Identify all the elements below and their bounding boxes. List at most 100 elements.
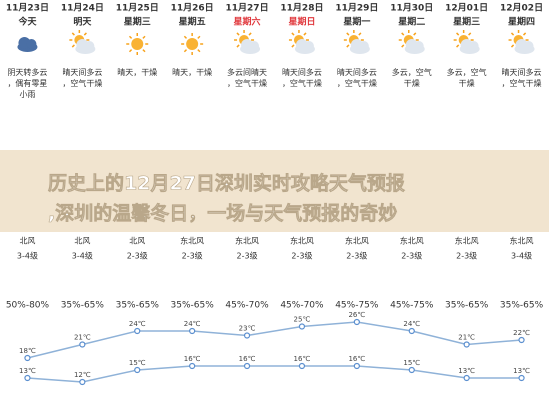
humidity: 35%-65% xyxy=(445,301,489,311)
weather-desc: 阴天转多云，偶有零星小雨 xyxy=(7,67,47,99)
wind-direction: 北风 xyxy=(74,237,90,246)
date: 11月23日 xyxy=(6,3,49,14)
sun-ray xyxy=(468,32,472,36)
cloud xyxy=(413,41,424,51)
cloud xyxy=(358,41,369,51)
humidity: 45%-70% xyxy=(280,301,324,311)
date: 11月24日 xyxy=(61,3,104,14)
temp-point xyxy=(134,327,141,335)
temp-point xyxy=(79,341,86,348)
wind-level: 3-4级 xyxy=(511,251,532,261)
wind-direction: 东北风 xyxy=(345,236,369,246)
sun-ray xyxy=(142,35,146,39)
weekday: 星期五 xyxy=(179,16,206,28)
temp-point xyxy=(298,362,306,370)
temp-label: 13℃ xyxy=(513,367,530,375)
wind-direction: 东北风 xyxy=(235,236,259,246)
wind-direction: 东北风 xyxy=(290,236,314,246)
temp-label: 21℃ xyxy=(458,334,475,342)
weekday: 星期三 xyxy=(124,16,151,28)
temp-point xyxy=(463,341,470,348)
date: 11月30日 xyxy=(390,3,433,14)
cloud xyxy=(523,41,534,51)
date: 12月01日 xyxy=(445,3,488,14)
sun-ray xyxy=(71,32,75,36)
wind-level: 2-3级 xyxy=(237,251,258,261)
sun-ray xyxy=(346,44,350,48)
weather-desc: 晴天间多云，空气干燥 xyxy=(62,67,102,88)
sun-ray xyxy=(510,32,515,36)
weather-desc: 晴天间多云，空气干燥 xyxy=(337,67,377,88)
sun-ray xyxy=(510,44,515,48)
temp-label: 24℃ xyxy=(403,320,420,328)
wind-level: 2-3级 xyxy=(182,251,203,261)
temp-label: 18℃ xyxy=(19,347,36,355)
weekday: 今天 xyxy=(17,16,37,28)
weather-desc: 多云，空气干燥 xyxy=(392,67,432,88)
sun-ray xyxy=(413,32,417,36)
weekday: 星期三 xyxy=(453,16,480,28)
sun xyxy=(186,38,199,50)
date: 12月02日 xyxy=(500,3,543,14)
weekday: 星期一 xyxy=(343,16,370,28)
sun-ray xyxy=(83,32,87,36)
weather-desc: 晴天间多云，空气干燥 xyxy=(282,67,322,88)
title-line: ,深圳的温馨冬日，一场与天气预报的奇妙 xyxy=(48,202,397,225)
temp-point xyxy=(134,366,141,374)
date: 11月28日 xyxy=(280,3,323,14)
temp-label: 26℃ xyxy=(348,311,365,319)
humidity: 50%-80% xyxy=(6,301,50,311)
sun-ray xyxy=(236,44,240,48)
weekday: 星期六 xyxy=(234,16,261,28)
humidity: 45%-75% xyxy=(390,301,434,311)
wind-level: 3-4级 xyxy=(72,251,93,261)
wind-direction: 北风 xyxy=(19,237,35,246)
temp-label: 15℃ xyxy=(129,359,146,367)
sun-ray xyxy=(71,44,75,48)
wind-level: 3-4级 xyxy=(17,251,38,261)
temp-point xyxy=(353,318,360,326)
sun-ray xyxy=(346,32,350,36)
temp-label: 24℃ xyxy=(129,320,146,328)
humidity: 35%-65% xyxy=(500,301,544,311)
temp-point xyxy=(298,323,306,330)
cloud xyxy=(303,41,314,51)
temp-label: 21℃ xyxy=(74,334,91,342)
temp-point xyxy=(353,362,360,370)
wind-direction: 东北风 xyxy=(180,236,204,246)
weekday: 星期二 xyxy=(398,16,425,28)
sun xyxy=(131,38,144,50)
temp-label: 16℃ xyxy=(184,355,201,363)
humidity: 35%-65% xyxy=(61,301,105,311)
temp-point xyxy=(243,362,251,370)
sun-ray xyxy=(303,32,307,36)
humidity: 35%-65% xyxy=(116,301,160,311)
sun-ray xyxy=(401,44,405,48)
weather-desc: 多云间晴天，空气干燥 xyxy=(227,67,267,88)
temp-label: 16℃ xyxy=(239,355,256,363)
wind-level: 2-3级 xyxy=(456,251,477,261)
wind-direction: 东北风 xyxy=(400,236,424,246)
temp-label: 16℃ xyxy=(348,355,365,363)
cloud xyxy=(468,41,479,51)
cloud xyxy=(84,41,95,51)
temp-point xyxy=(463,374,470,382)
sun-ray xyxy=(456,44,460,48)
title-band xyxy=(0,150,549,232)
date: 11月26日 xyxy=(171,3,214,14)
weekday: 星期日 xyxy=(288,16,315,28)
sun-ray xyxy=(128,35,133,39)
sun-ray xyxy=(358,32,362,36)
temp-point xyxy=(243,332,251,339)
wind-level: 2-3级 xyxy=(291,251,312,261)
temp-label: 22℃ xyxy=(513,329,530,337)
date: 11月27日 xyxy=(226,3,269,14)
temp-point xyxy=(518,374,525,382)
temp-point xyxy=(24,354,31,362)
wind-direction: 东北风 xyxy=(510,236,534,246)
sun-ray xyxy=(142,49,146,53)
sun-ray xyxy=(291,44,295,48)
wind-direction: 东北风 xyxy=(455,236,479,246)
